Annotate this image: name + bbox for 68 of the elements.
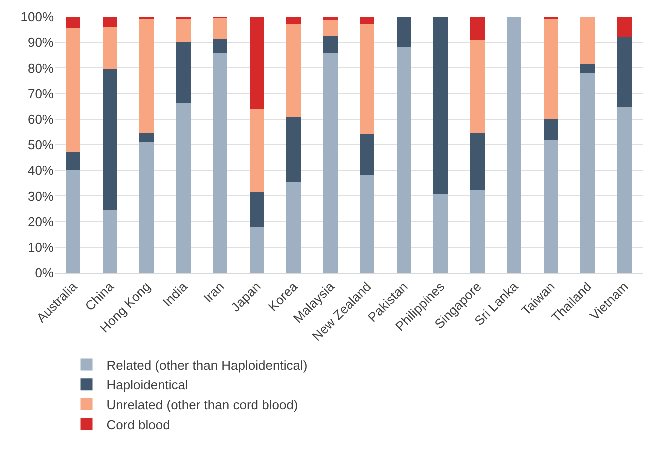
bar: [176, 18, 191, 42]
bar: [102, 27, 118, 69]
bar: [213, 53, 228, 273]
bar: [434, 17, 448, 194]
bar: [286, 117, 302, 182]
legend-label: Related (other than Haploidentical): [106, 358, 308, 373]
bar: [544, 140, 558, 273]
bar: [250, 109, 264, 192]
y-tick-label: 10%: [28, 240, 54, 255]
bar: [176, 102, 191, 273]
bar: [66, 170, 81, 273]
y-tick-label: 0%: [35, 266, 54, 281]
bar: [176, 42, 191, 103]
bar: [102, 210, 118, 273]
bar: [140, 142, 154, 273]
bar: [286, 182, 302, 273]
bar: [544, 118, 558, 141]
y-tick-label: 60%: [28, 112, 54, 127]
bar: [286, 17, 302, 25]
bar: [396, 17, 412, 48]
y-tick-label: 20%: [28, 214, 54, 230]
bar: [544, 18, 558, 119]
bar: [323, 52, 338, 273]
bar: [617, 107, 632, 273]
bar: [580, 74, 596, 273]
y-tick-label: 70%: [28, 86, 54, 102]
bar: [323, 20, 338, 36]
bar: [434, 194, 448, 273]
bar: [213, 38, 228, 54]
bar: [102, 68, 118, 210]
bar: [360, 17, 375, 24]
bar: [470, 134, 485, 190]
bar: [250, 17, 264, 110]
x-tick-label: Iran: [200, 279, 228, 306]
bar: [470, 17, 485, 40]
bar: [470, 40, 485, 134]
y-tick-label: 50%: [28, 138, 54, 153]
bar: [102, 17, 118, 28]
bar: [580, 64, 596, 74]
bar: [286, 24, 302, 118]
bar: [66, 152, 81, 171]
bar: [140, 17, 154, 20]
legend-label: Cord blood: [106, 418, 170, 433]
y-tick-label: 30%: [28, 188, 54, 204]
bar: [66, 28, 81, 153]
y-tick-label: 100%: [20, 10, 54, 25]
bar: [617, 17, 632, 38]
bar: [396, 48, 412, 273]
bar: [140, 20, 154, 133]
bar: [470, 190, 485, 273]
bar: [360, 134, 375, 175]
bar: [507, 17, 522, 273]
bar: [250, 226, 264, 273]
y-tick-label: 90%: [28, 35, 54, 50]
bar: [323, 17, 338, 20]
bar: [213, 18, 228, 39]
legend-label: Haploidentical: [106, 378, 189, 393]
y-tick-label: 40%: [28, 163, 54, 178]
y-tick-label: 80%: [28, 60, 54, 76]
bar: [140, 132, 154, 142]
bar: [323, 36, 338, 53]
bar: [250, 192, 264, 227]
bar: [580, 17, 596, 64]
bar: [66, 17, 81, 28]
bar: [360, 24, 375, 134]
legend-label: Unrelated (other than cord blood): [106, 398, 298, 413]
bar: [617, 38, 632, 108]
bar: [360, 174, 375, 273]
